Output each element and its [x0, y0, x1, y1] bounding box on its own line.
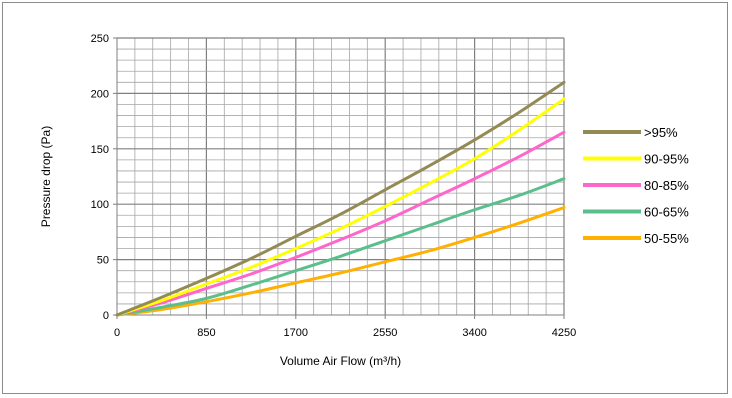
y-tick-label: 200: [91, 88, 109, 100]
series-line: [115, 177, 566, 317]
y-axis-ticks: 0 50 100 150 200 250: [91, 33, 117, 322]
x-tick-label: 1700: [284, 327, 308, 339]
grid: [117, 37, 565, 315]
chart-frame: [2, 2, 728, 394]
y-tick-label: 100: [91, 199, 109, 211]
legend-label: >95%: [644, 125, 678, 140]
x-tick-label: 4250: [552, 327, 576, 339]
y-tick-label: 150: [91, 144, 109, 156]
y-tick-label: 0: [103, 310, 109, 322]
x-tick-label: 2550: [373, 327, 397, 339]
series-lines: [115, 80, 566, 317]
series-line: [115, 130, 566, 317]
y-axis-label: Pressure drop (Pa): [39, 126, 53, 227]
series-line: [115, 80, 566, 317]
y-tick-label: 250: [91, 33, 109, 45]
x-tick-label: 0: [114, 327, 120, 339]
legend-label: 90-95%: [644, 152, 689, 167]
x-tick-label: 3400: [462, 327, 486, 339]
x-axis-ticks: 0 850 1700 2550 3400 4250: [114, 315, 576, 339]
series-line: [115, 206, 566, 317]
legend-label: 80-85%: [644, 178, 689, 193]
x-axis-label: Volume Air Flow (m³/h): [280, 354, 401, 368]
legend-label: 50-55%: [644, 231, 689, 246]
y-tick-label: 50: [97, 255, 109, 267]
x-tick-label: 850: [197, 327, 215, 339]
legend-label: 60-65%: [644, 205, 689, 220]
axes: [116, 38, 564, 316]
legend: >95% 90-95% 80-85% 60-65% 50-55%: [583, 125, 689, 246]
series-line: [115, 97, 566, 317]
